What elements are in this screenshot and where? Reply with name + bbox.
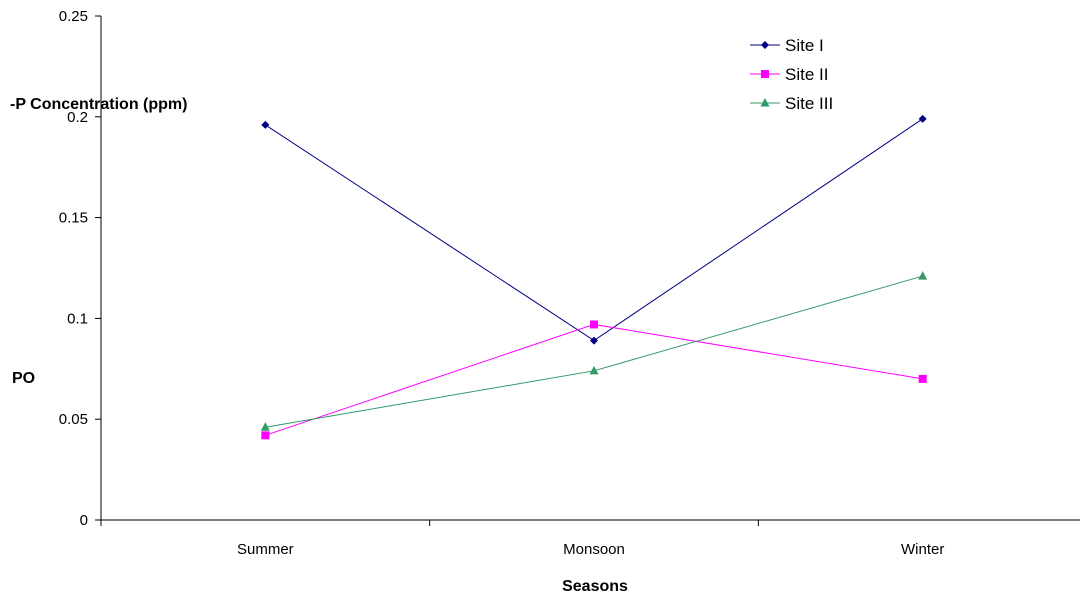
legend-marker: [760, 98, 770, 107]
data-point: [261, 431, 270, 440]
series-line: [265, 118, 923, 342]
y-axis-label: -P Concentration (ppm): [10, 96, 188, 113]
data-point: [918, 271, 928, 280]
legend-marker: [761, 70, 769, 78]
data-point: [261, 120, 270, 129]
data-point: [589, 365, 599, 375]
series-line: [265, 275, 923, 428]
y-tick-label: 0.05: [59, 411, 88, 428]
y-tick-label: 0.15: [59, 210, 88, 227]
data-point: [918, 114, 927, 123]
legend-label: Site III: [785, 94, 833, 113]
series-layer: [260, 114, 928, 440]
data-point: [590, 320, 598, 329]
series-3: [260, 271, 928, 431]
data-point: [590, 336, 598, 345]
y-tick-label: 0.25: [59, 8, 88, 25]
legend-marker: [761, 41, 769, 49]
legend-label: Site II: [785, 65, 828, 84]
series-2: [261, 320, 927, 440]
series-1: [261, 114, 927, 345]
legend-item: Site I: [750, 36, 824, 55]
y-axis-label-fragment: PO: [12, 370, 36, 387]
y-tick-label: 0.2: [67, 109, 88, 126]
data-point: [260, 422, 270, 431]
x-axis-label: Seasons: [562, 578, 628, 595]
x-tick-label: Winter: [901, 541, 944, 558]
legend-item: Site III: [750, 94, 833, 113]
legend-label: Site I: [785, 36, 824, 55]
y-tick-label: 0.1: [67, 310, 88, 327]
x-tick-label: Monsoon: [563, 541, 625, 558]
legend-item: Site II: [750, 65, 828, 84]
y-tick-label: 0: [80, 512, 88, 529]
axes: 0 0.05 0.1 0.15 0.2 0.25 Summer Monsoon Winter: [59, 8, 1080, 558]
x-tick-label: Summer: [237, 541, 294, 558]
data-point: [918, 374, 927, 383]
legend: Site I Site II Site III: [750, 36, 833, 113]
